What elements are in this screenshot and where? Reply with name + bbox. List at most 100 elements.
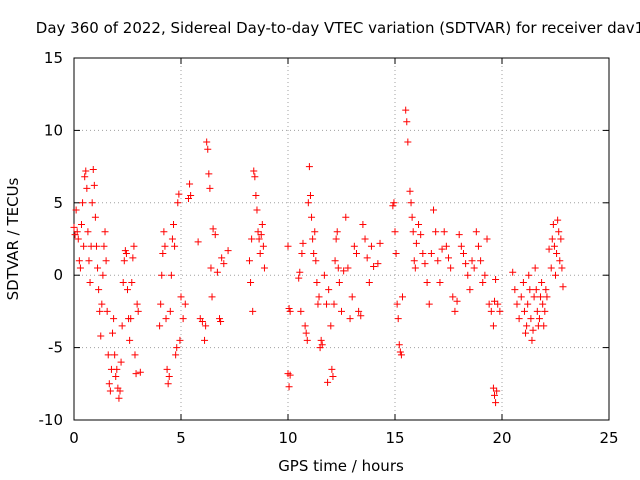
data-point <box>513 300 521 308</box>
data-point <box>447 264 455 272</box>
data-point <box>376 239 384 247</box>
data-point <box>164 380 172 388</box>
data-point <box>102 257 110 265</box>
data-point <box>329 373 337 381</box>
data-point <box>79 199 87 207</box>
data-point <box>111 351 119 359</box>
data-point <box>156 322 164 330</box>
data-point <box>398 293 406 301</box>
data-point <box>160 228 168 236</box>
data-point <box>132 370 140 378</box>
data-point <box>224 247 232 255</box>
data-point <box>245 257 253 265</box>
data-point <box>402 106 410 114</box>
data-point <box>491 391 499 399</box>
data-point <box>333 228 341 236</box>
data-point <box>406 187 414 195</box>
data-point <box>331 257 339 265</box>
data-point <box>121 247 129 255</box>
data-point <box>256 249 264 257</box>
data-point <box>133 300 141 308</box>
data-point <box>550 242 558 250</box>
data-point <box>82 167 90 175</box>
data-point <box>112 373 120 381</box>
y-tick-label: 15 <box>44 49 63 67</box>
data-point <box>528 336 536 344</box>
data-point <box>520 307 528 315</box>
data-point <box>554 216 562 224</box>
data-point <box>176 336 184 344</box>
data-point <box>286 307 294 315</box>
data-point <box>308 213 316 221</box>
data-point <box>115 394 123 402</box>
data-point <box>106 387 114 395</box>
data-point <box>129 254 137 262</box>
data-point <box>320 271 328 279</box>
data-point <box>541 307 549 315</box>
x-tick-label: 15 <box>385 429 404 447</box>
data-point <box>485 300 493 308</box>
data-point <box>464 271 472 279</box>
data-point <box>348 293 356 301</box>
data-point <box>95 286 103 294</box>
data-point <box>73 228 81 236</box>
data-point <box>535 315 543 323</box>
data-point <box>163 365 171 373</box>
data-point <box>440 228 448 236</box>
data-point <box>86 278 94 286</box>
data-point <box>365 278 373 286</box>
data-point <box>250 167 258 175</box>
data-point <box>211 231 219 239</box>
data-point <box>208 293 216 301</box>
data-point <box>173 344 181 352</box>
data-point <box>363 254 371 262</box>
data-point <box>530 293 538 301</box>
data-point <box>547 264 555 272</box>
data-point <box>415 221 423 229</box>
data-point <box>537 293 545 301</box>
data-point <box>298 249 306 257</box>
data-point <box>324 378 332 386</box>
data-point <box>117 358 125 366</box>
data-point <box>284 242 292 250</box>
data-point <box>247 278 255 286</box>
data-point <box>175 190 183 198</box>
data-point <box>548 235 556 243</box>
data-point <box>483 235 491 243</box>
y-tick-label: -5 <box>48 339 63 357</box>
data-point <box>509 268 517 276</box>
data-point <box>260 264 268 272</box>
data-point <box>259 242 267 250</box>
data-point <box>451 307 459 315</box>
data-point <box>312 257 320 265</box>
data-point <box>338 307 345 315</box>
data-point <box>555 228 563 236</box>
data-point <box>77 221 85 229</box>
data-point <box>194 238 202 246</box>
data-point <box>136 368 144 376</box>
data-point <box>258 221 266 229</box>
data-point <box>207 264 215 272</box>
data-point <box>251 173 259 181</box>
data-point <box>557 235 565 243</box>
chart-title: Day 360 of 2022, Sidereal Day-to-day VTE… <box>36 19 640 37</box>
data-point <box>408 213 416 221</box>
data-point <box>527 315 535 323</box>
data-point <box>357 312 365 320</box>
data-point <box>172 351 180 359</box>
data-point <box>99 271 107 279</box>
data-point <box>342 213 350 221</box>
data-point <box>545 245 553 253</box>
data-point <box>411 264 419 272</box>
data-point <box>434 257 442 265</box>
data-point <box>328 365 336 373</box>
axis-ticks: 0 5 10 15 20 25 -10 -5 0 5 10 15 <box>39 49 619 447</box>
data-point <box>110 315 118 323</box>
data-point <box>159 249 167 257</box>
data-point <box>389 202 397 210</box>
data-point <box>318 341 326 349</box>
data-point <box>492 399 500 407</box>
data-point <box>313 278 321 286</box>
data-point <box>105 380 113 388</box>
